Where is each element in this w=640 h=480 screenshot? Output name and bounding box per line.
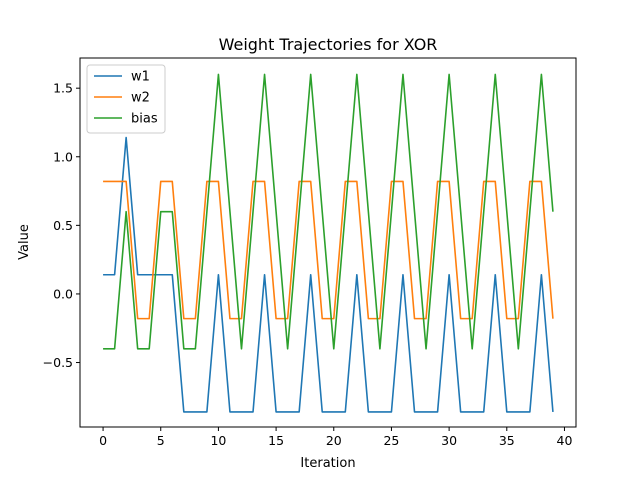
x-tick-label: 10 (210, 433, 226, 448)
x-axis-label: Iteration (300, 456, 355, 471)
y-axis-ticks: −0.5 0.0 0.5 1.0 1.5 (43, 81, 80, 370)
x-tick-label: 40 (557, 433, 573, 448)
series-line-w2 (103, 180, 554, 320)
plot-area: 0 5 10 15 20 25 30 35 40 −0.5 0.0 0.5 1.0 1.5 (43, 57, 577, 448)
y-tick-label: −0.5 (43, 355, 73, 370)
y-tick-label: 1.0 (53, 149, 73, 164)
x-tick-label: 15 (268, 433, 284, 448)
x-tick-label: 20 (326, 433, 342, 448)
legend-label-bias: bias (131, 112, 158, 127)
x-tick-label: 25 (383, 433, 399, 448)
series-layer (103, 73, 554, 413)
series-line-bias (103, 73, 554, 350)
legend-label-w2: w2 (131, 91, 150, 106)
chart-title: Weight Trajectories for XOR (219, 35, 438, 54)
series-line-w1 (103, 136, 554, 413)
x-tick-label: 5 (157, 433, 165, 448)
legend: w1 w2 bias (86, 64, 166, 134)
x-tick-label: 0 (99, 433, 107, 448)
y-tick-label: 0.0 (53, 286, 73, 301)
y-tick-label: 1.5 (53, 81, 73, 96)
legend-label-w1: w1 (131, 70, 150, 85)
legend-box (86, 64, 166, 134)
y-axis-label: Value (17, 224, 32, 260)
legend-entries: w1 w2 bias (94, 70, 158, 127)
x-tick-label: 30 (441, 433, 457, 448)
y-tick-label: 0.5 (53, 218, 73, 233)
axes-frame (79, 57, 577, 428)
x-tick-label: 35 (499, 433, 515, 448)
x-axis-ticks: 0 5 10 15 20 25 30 35 40 (99, 427, 572, 448)
